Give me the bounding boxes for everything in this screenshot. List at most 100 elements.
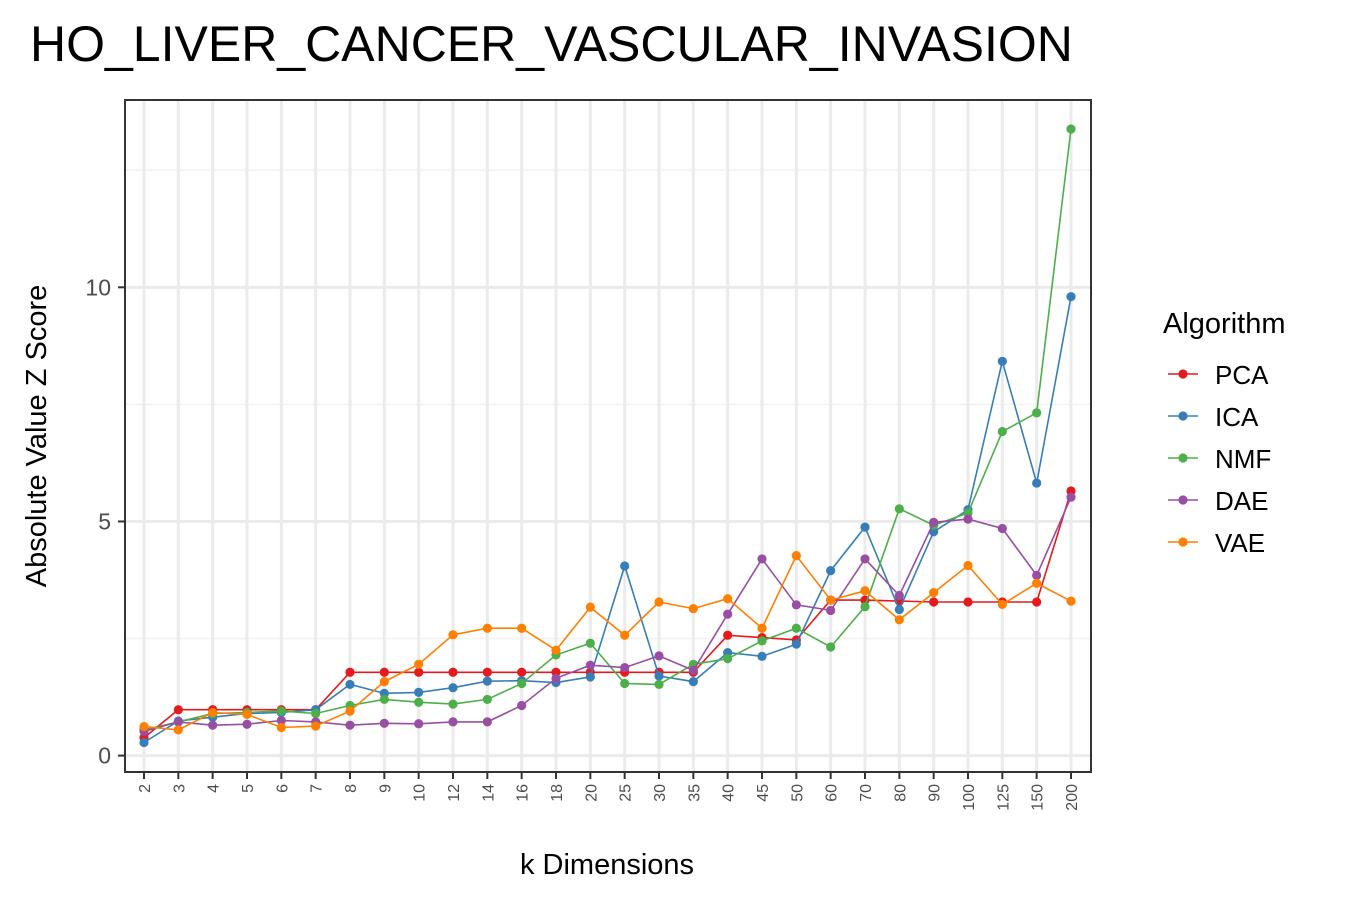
legend-label: ICA [1215, 402, 1259, 432]
x-tick-label: 8 [343, 784, 360, 793]
data-point-dae [482, 717, 492, 727]
data-point-vae [379, 677, 389, 687]
x-tick-label: 70 [858, 784, 875, 802]
data-point-vae [894, 615, 904, 625]
legend-label: DAE [1215, 486, 1268, 516]
data-point-dae [585, 660, 595, 670]
data-point-ica [757, 651, 767, 661]
data-point-vae [517, 623, 527, 633]
data-point-vae [963, 560, 973, 571]
x-tick-label: 80 [892, 784, 909, 802]
data-point-ica [585, 672, 595, 682]
major-gridlines [125, 100, 1091, 772]
data-point-vae [791, 551, 801, 561]
chart-title: HO_LIVER_CANCER_VASCULAR_INVASION [30, 16, 1073, 72]
data-point-nmf [517, 678, 527, 689]
data-point-vae [551, 645, 561, 655]
data-point-dae [242, 719, 252, 729]
series-line-dae [143, 496, 1072, 733]
data-point-ica [688, 677, 698, 687]
data-point-dae [276, 715, 286, 726]
y-tick-label: 5 [98, 508, 111, 534]
data-point-ica [482, 676, 492, 686]
data-point-vae [311, 721, 321, 731]
x-tick-label: 4 [206, 784, 223, 793]
data-point-pca [929, 597, 939, 607]
legend-key-point [1178, 411, 1188, 421]
data-point-nmf [860, 602, 870, 612]
data-point-ica [929, 527, 939, 537]
data-point-nmf [757, 636, 767, 646]
data-point-dae [929, 517, 939, 528]
legend-key-point [1178, 369, 1188, 379]
data-point-dae [963, 514, 973, 524]
data-point-nmf [1032, 408, 1042, 418]
x-tick-label: 16 [515, 784, 532, 802]
data-point-ica [791, 639, 801, 649]
plot-panel-border [124, 99, 1092, 773]
series-line-vae [143, 554, 1072, 731]
data-point-dae [757, 554, 767, 564]
data-point-dae [791, 600, 801, 610]
data-point-dae [345, 720, 355, 730]
data-point-pca [723, 630, 733, 640]
x-tick-label: 14 [480, 784, 497, 802]
data-point-dae [997, 523, 1007, 534]
legend-key-point [1178, 537, 1188, 547]
y-axis: 0 5 10 [85, 274, 125, 769]
data-point-dae [551, 673, 561, 683]
data-point-dae [379, 718, 389, 728]
data-point-vae [585, 602, 595, 612]
data-point-ica [139, 737, 149, 748]
data-point-vae [757, 623, 767, 633]
data-point-vae [448, 630, 458, 640]
legend-item-nmf: NMF [1168, 444, 1271, 474]
data-point-nmf [826, 642, 836, 652]
data-point-vae [242, 709, 252, 720]
data-point-pca [173, 705, 183, 715]
data-point-vae [688, 603, 698, 614]
data-point-pca [517, 667, 527, 677]
data-point-vae [620, 630, 630, 640]
x-tick-label: 200 [1064, 784, 1081, 811]
series-layer [139, 124, 1076, 748]
data-point-vae [860, 586, 870, 596]
data-point-nmf [894, 504, 904, 514]
data-point-nmf [654, 679, 664, 690]
plot-background [125, 100, 1091, 772]
legend-label: PCA [1215, 360, 1269, 390]
data-point-ica [894, 604, 904, 615]
data-point-dae [826, 605, 836, 616]
x-tick-label: 90 [927, 784, 944, 802]
data-point-dae [1032, 570, 1042, 580]
x-tick-label: 25 [618, 784, 635, 802]
data-point-dae [654, 651, 664, 661]
x-axis-title: k Dimensions [520, 849, 694, 881]
legend-item-vae: VAE [1168, 528, 1265, 558]
x-tick-label: 20 [583, 784, 600, 802]
x-tick-label: 7 [309, 784, 326, 793]
y-tick-label: 10 [85, 274, 111, 300]
data-point-dae [688, 665, 698, 675]
x-tick-label: 10 [412, 784, 429, 802]
x-tick-label: 50 [789, 784, 806, 802]
data-point-ica [1066, 292, 1076, 302]
data-point-vae [345, 706, 355, 716]
data-point-ica [860, 522, 870, 532]
data-point-dae [1066, 492, 1076, 502]
data-point-pca [414, 667, 424, 677]
series-line-pca [143, 490, 1072, 739]
data-point-nmf [311, 708, 321, 719]
minor-gridlines [125, 169, 1091, 640]
data-point-nmf [414, 697, 424, 707]
data-point-ica [448, 683, 458, 693]
data-point-vae [997, 599, 1007, 609]
data-point-pca [482, 667, 492, 677]
data-point-dae [620, 662, 630, 673]
data-point-pca [379, 667, 389, 677]
data-point-nmf [379, 694, 389, 705]
data-point-ica [620, 561, 630, 571]
data-point-nmf [997, 426, 1007, 437]
legend-label: VAE [1215, 528, 1265, 558]
